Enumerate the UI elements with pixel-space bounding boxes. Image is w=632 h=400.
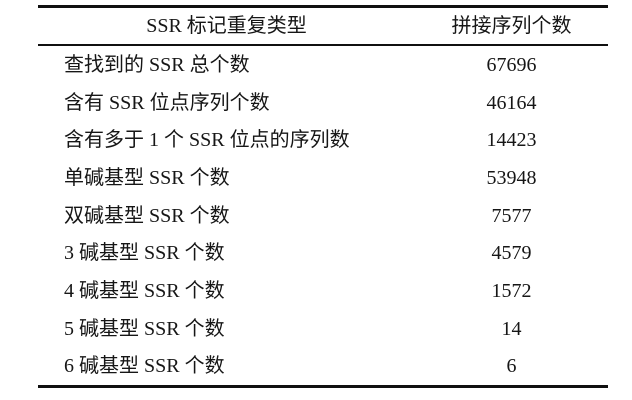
table-row: 3 碱基型 SSR 个数 4579	[38, 234, 608, 272]
row-value: 46164	[486, 91, 537, 114]
header-sequence-count: 拼接序列个数	[451, 15, 572, 37]
header-repeat-type: SSR 标记重复类型	[146, 15, 307, 37]
row-label: 4 碱基型 SSR 个数	[64, 279, 225, 302]
table-header-rule	[38, 44, 608, 46]
row-label: 含有 SSR 位点序列个数	[64, 91, 270, 114]
row-label: 双碱基型 SSR 个数	[64, 204, 230, 227]
row-label: 单碱基型 SSR 个数	[64, 166, 230, 189]
row-value: 14	[501, 317, 522, 340]
table-row: 4 碱基型 SSR 个数 1572	[38, 272, 608, 310]
row-value: 4579	[491, 242, 532, 265]
row-label: 3 碱基型 SSR 个数	[64, 242, 225, 265]
row-value: 6	[506, 355, 517, 378]
table-row: 5 碱基型 SSR 个数 14	[38, 310, 608, 348]
row-label: 查找到的 SSR 总个数	[64, 53, 250, 76]
table-bottom-rule	[38, 385, 608, 389]
row-value: 67696	[486, 53, 537, 76]
table-row: 含有 SSR 位点序列个数 46164	[38, 84, 608, 122]
table-header-row: SSR 标记重复类型 拼接序列个数	[38, 8, 608, 44]
row-value: 53948	[486, 166, 537, 189]
row-value: 1572	[491, 279, 532, 302]
row-value: 14423	[486, 129, 537, 152]
ssr-statistics-table: SSR 标记重复类型 拼接序列个数 查找到的 SSR 总个数 67696 含有 …	[38, 5, 608, 389]
row-label: 含有多于 1 个 SSR 位点的序列数	[64, 129, 350, 152]
table-row: 含有多于 1 个 SSR 位点的序列数 14423	[38, 121, 608, 159]
row-label: 6 碱基型 SSR 个数	[64, 355, 225, 378]
table-row: 查找到的 SSR 总个数 67696	[38, 46, 608, 84]
row-label: 5 碱基型 SSR 个数	[64, 317, 225, 340]
row-value: 7577	[491, 204, 532, 227]
table-top-rule	[38, 5, 608, 8]
table-row: 双碱基型 SSR 个数 7577	[38, 197, 608, 235]
table-row: 单碱基型 SSR 个数 53948	[38, 159, 608, 197]
table-row: 6 碱基型 SSR 个数 6	[38, 348, 608, 386]
